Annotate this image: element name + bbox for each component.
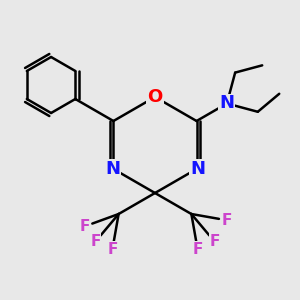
Text: F: F <box>209 234 220 249</box>
Text: F: F <box>192 242 203 257</box>
Text: N: N <box>190 160 205 178</box>
Text: N: N <box>105 160 120 178</box>
Text: F: F <box>80 219 90 234</box>
Text: F: F <box>222 213 232 228</box>
Text: O: O <box>147 88 163 106</box>
Text: F: F <box>107 242 118 257</box>
Text: F: F <box>90 234 101 249</box>
Text: N: N <box>219 94 234 112</box>
